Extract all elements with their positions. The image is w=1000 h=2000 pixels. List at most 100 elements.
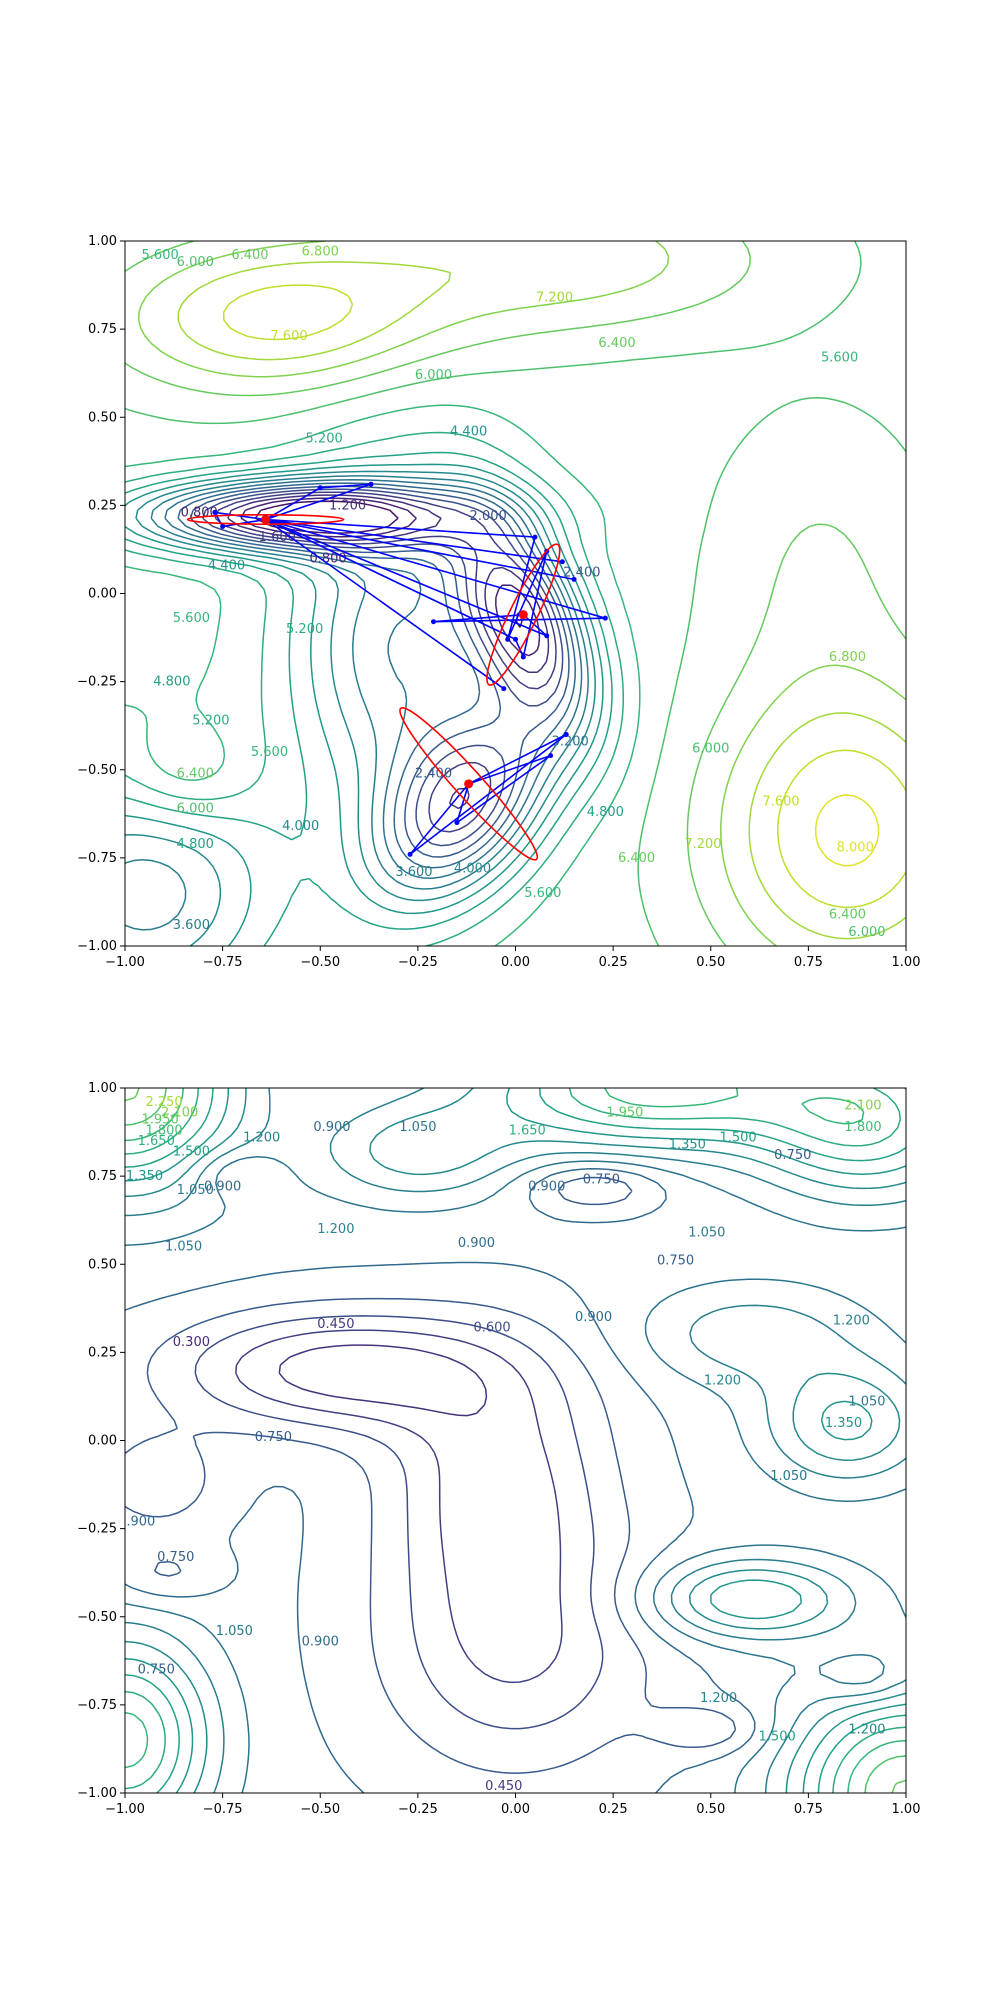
contour-label: 1.500 bbox=[173, 1144, 210, 1159]
contour-label: 1.050 bbox=[770, 1469, 807, 1484]
search-point bbox=[220, 524, 226, 530]
contour-label: 1.200 bbox=[243, 1130, 280, 1145]
y-tick-label: −1.00 bbox=[77, 1786, 117, 1801]
search-point bbox=[563, 732, 569, 737]
contour-label: 6.800 bbox=[829, 650, 866, 665]
contour-line bbox=[202, 488, 564, 847]
contour-label: 0.750 bbox=[255, 1430, 292, 1445]
contour-label: 0.900 bbox=[575, 1310, 612, 1325]
contour-line bbox=[125, 431, 625, 946]
search-point bbox=[544, 633, 550, 639]
x-tick-label: 0.50 bbox=[696, 1802, 725, 1817]
contour-line bbox=[177, 261, 906, 940]
contour-label: 5.600 bbox=[173, 611, 210, 626]
contour-label: 4.800 bbox=[177, 837, 214, 852]
contour-label: 0.750 bbox=[138, 1663, 175, 1678]
contour-label: 0.450 bbox=[317, 1317, 354, 1332]
contour-label: 6.000 bbox=[692, 742, 729, 757]
contour-label: 5.600 bbox=[821, 350, 858, 365]
contour-line bbox=[125, 451, 613, 946]
contour-label: 2.400 bbox=[415, 766, 452, 781]
y-tick-label: −0.25 bbox=[77, 675, 117, 690]
y-tick-label: −0.25 bbox=[77, 1522, 117, 1537]
y-tick-label: −0.75 bbox=[77, 851, 117, 866]
contour-label: 0.300 bbox=[173, 1335, 210, 1350]
search-point bbox=[571, 576, 577, 582]
contour-line bbox=[125, 1156, 906, 1793]
contour-label: 0.750 bbox=[583, 1173, 620, 1188]
contour-line bbox=[125, 1088, 906, 1793]
contour-label: 6.000 bbox=[177, 255, 214, 270]
contour-label: 2.400 bbox=[563, 565, 600, 580]
covariance-ellipse bbox=[486, 543, 561, 686]
contour-label: 0.900 bbox=[313, 1120, 350, 1135]
contour-label: 2.100 bbox=[844, 1099, 881, 1114]
y-tick-label: 1.00 bbox=[88, 1081, 117, 1096]
contour-label: 4.800 bbox=[587, 805, 624, 820]
x-tick-label: 1.00 bbox=[892, 1802, 921, 1817]
contour-label: 5.200 bbox=[286, 622, 323, 637]
contour-label: 1.650 bbox=[509, 1123, 546, 1138]
contour-label: 1.050 bbox=[216, 1624, 253, 1639]
contour-label: 6.000 bbox=[848, 925, 885, 940]
contour-label: 2.250 bbox=[145, 1095, 182, 1110]
contour-label: 0.750 bbox=[774, 1148, 811, 1163]
x-tick-label: 0.50 bbox=[696, 955, 725, 970]
contour-line bbox=[125, 241, 906, 946]
contour-label: 1.200 bbox=[317, 1222, 354, 1237]
search-point bbox=[559, 559, 565, 565]
covariance-ellipse bbox=[186, 513, 345, 525]
x-tick-label: 0.25 bbox=[599, 1802, 628, 1817]
contour-label: 6.400 bbox=[618, 851, 655, 866]
search-point bbox=[454, 820, 460, 826]
contour-label: 6.800 bbox=[302, 245, 339, 260]
search-point bbox=[532, 534, 538, 540]
x-tick-label: −1.00 bbox=[105, 1802, 145, 1817]
contour-label: 1.950 bbox=[606, 1106, 643, 1121]
x-tick-label: −0.50 bbox=[300, 955, 340, 970]
contour-line bbox=[125, 1168, 756, 1793]
contour-label: 7.600 bbox=[270, 329, 307, 344]
contour-label: 1.350 bbox=[825, 1416, 862, 1431]
y-tick-label: 0.50 bbox=[88, 410, 117, 425]
contour-label: 3.600 bbox=[395, 865, 432, 880]
contour-line bbox=[125, 1088, 906, 1793]
y-tick-label: −0.75 bbox=[77, 1698, 117, 1713]
contour-label: 4.800 bbox=[153, 675, 190, 690]
contour-label: 0.900 bbox=[118, 1515, 155, 1530]
covariance-ellipse bbox=[399, 707, 539, 861]
x-tick-label: 0.00 bbox=[501, 955, 530, 970]
y-tick-label: 0.75 bbox=[88, 1169, 117, 1184]
contour-label: 6.400 bbox=[177, 766, 214, 781]
contour-label: 1.050 bbox=[177, 1183, 214, 1198]
x-tick-label: −0.75 bbox=[203, 1802, 243, 1817]
contour-label: 1.050 bbox=[848, 1395, 885, 1410]
contour-label: 1.200 bbox=[329, 498, 366, 513]
contour-label: 1.350 bbox=[126, 1169, 163, 1184]
contour-label: 1.500 bbox=[759, 1730, 796, 1745]
contour-line bbox=[125, 1088, 906, 1793]
contour-label: 7.200 bbox=[684, 837, 721, 852]
contour-label: 0.450 bbox=[485, 1779, 522, 1794]
contour-label: 4.000 bbox=[282, 819, 319, 834]
contour-label: 5.600 bbox=[142, 248, 179, 263]
contour-label: 0.900 bbox=[458, 1236, 495, 1251]
contour-line bbox=[125, 1088, 906, 1793]
search-point bbox=[430, 619, 436, 625]
contour-line bbox=[278, 1344, 488, 1417]
contour-label: 6.000 bbox=[177, 802, 214, 817]
contour-label: 2.100 bbox=[161, 1106, 198, 1121]
y-tick-label: 1.00 bbox=[88, 234, 117, 249]
contour-line bbox=[125, 404, 641, 946]
contour-label: 0.750 bbox=[657, 1254, 694, 1269]
contour-line bbox=[235, 1329, 563, 1684]
contour-label: 1.350 bbox=[669, 1137, 706, 1152]
contour-line bbox=[125, 241, 906, 946]
contour-line bbox=[125, 463, 604, 946]
x-tick-label: −0.25 bbox=[398, 955, 438, 970]
contour-label: 1.500 bbox=[719, 1130, 756, 1145]
contour-label: 1.200 bbox=[833, 1314, 870, 1329]
contour-label: 1.200 bbox=[700, 1691, 737, 1706]
